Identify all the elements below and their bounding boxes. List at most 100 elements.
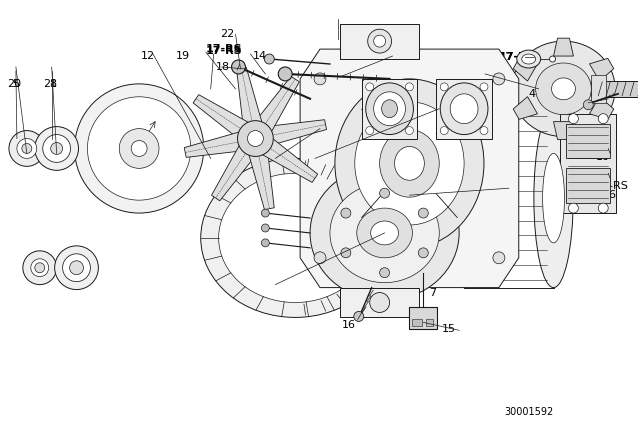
Text: 20: 20	[7, 79, 21, 89]
Ellipse shape	[131, 141, 147, 156]
Ellipse shape	[522, 54, 536, 64]
Ellipse shape	[35, 263, 45, 273]
Circle shape	[261, 209, 269, 217]
Circle shape	[232, 60, 246, 74]
Circle shape	[406, 83, 413, 91]
Bar	[426, 319, 433, 326]
Ellipse shape	[543, 154, 564, 243]
Circle shape	[598, 114, 608, 124]
Circle shape	[583, 100, 593, 110]
Circle shape	[406, 127, 413, 134]
Circle shape	[419, 208, 428, 218]
Ellipse shape	[54, 246, 99, 289]
Text: 11-RS: 11-RS	[596, 181, 629, 191]
Text: 4: 4	[529, 89, 536, 99]
Ellipse shape	[88, 97, 191, 200]
Bar	[566, 168, 610, 203]
Ellipse shape	[536, 63, 591, 115]
Ellipse shape	[35, 127, 79, 170]
Text: 8: 8	[50, 79, 57, 89]
Ellipse shape	[450, 94, 478, 124]
Bar	[436, 79, 492, 138]
Circle shape	[365, 127, 374, 134]
Text: 7: 7	[429, 288, 436, 297]
Ellipse shape	[380, 129, 439, 197]
Ellipse shape	[237, 121, 273, 156]
Ellipse shape	[23, 251, 57, 284]
Ellipse shape	[534, 109, 573, 288]
Ellipse shape	[512, 41, 615, 137]
Ellipse shape	[201, 159, 390, 318]
Polygon shape	[513, 58, 538, 81]
Text: 18: 18	[216, 62, 230, 72]
Ellipse shape	[356, 208, 412, 258]
Polygon shape	[589, 97, 614, 119]
Circle shape	[380, 188, 390, 198]
Circle shape	[278, 67, 292, 81]
Ellipse shape	[371, 221, 399, 245]
Circle shape	[480, 127, 488, 134]
Text: 14: 14	[252, 51, 266, 61]
Text: 1: 1	[499, 175, 506, 185]
Circle shape	[493, 73, 505, 85]
Circle shape	[550, 56, 556, 62]
Ellipse shape	[394, 146, 424, 180]
Circle shape	[598, 203, 608, 213]
Bar	[561, 114, 616, 213]
Polygon shape	[193, 95, 253, 141]
Circle shape	[314, 73, 326, 85]
Ellipse shape	[63, 254, 90, 282]
Text: 2: 2	[378, 148, 385, 159]
Circle shape	[314, 252, 326, 264]
Text: 17-RS: 17-RS	[205, 44, 243, 54]
Text: 17-RS: 17-RS	[499, 52, 536, 62]
Ellipse shape	[51, 142, 63, 155]
Circle shape	[493, 252, 505, 264]
Text: 5: 5	[12, 79, 19, 89]
Polygon shape	[237, 67, 263, 131]
Circle shape	[341, 248, 351, 258]
Circle shape	[261, 239, 269, 247]
Ellipse shape	[17, 138, 36, 159]
Polygon shape	[184, 131, 248, 157]
Ellipse shape	[365, 83, 413, 134]
Circle shape	[380, 268, 390, 278]
Circle shape	[354, 311, 364, 321]
Text: 22: 22	[221, 29, 235, 39]
Ellipse shape	[516, 50, 541, 68]
Circle shape	[419, 248, 428, 258]
Circle shape	[568, 114, 579, 124]
Bar	[591, 75, 606, 103]
Polygon shape	[591, 81, 640, 97]
Ellipse shape	[440, 83, 488, 134]
Bar	[340, 288, 419, 318]
Ellipse shape	[119, 129, 159, 168]
Ellipse shape	[374, 92, 406, 125]
Polygon shape	[253, 76, 300, 136]
Polygon shape	[258, 136, 317, 182]
Text: 12: 12	[141, 51, 156, 61]
Ellipse shape	[330, 183, 439, 283]
Ellipse shape	[381, 100, 397, 118]
Circle shape	[480, 83, 488, 91]
Ellipse shape	[74, 84, 204, 213]
Circle shape	[365, 83, 374, 91]
Bar	[410, 307, 437, 329]
Circle shape	[341, 208, 351, 218]
Ellipse shape	[248, 130, 263, 146]
Bar	[340, 24, 419, 59]
Bar	[412, 319, 422, 326]
Text: 13: 13	[385, 51, 399, 61]
Bar	[566, 124, 610, 159]
Polygon shape	[300, 49, 519, 288]
Ellipse shape	[22, 143, 32, 154]
Text: 6: 6	[608, 190, 615, 200]
Text: 19: 19	[176, 51, 190, 61]
Text: 30001592: 30001592	[504, 407, 553, 417]
Ellipse shape	[444, 109, 484, 288]
Text: 17-RS: 17-RS	[205, 46, 243, 56]
Circle shape	[261, 224, 269, 232]
Ellipse shape	[355, 102, 464, 225]
Circle shape	[374, 35, 385, 47]
Circle shape	[568, 203, 579, 213]
